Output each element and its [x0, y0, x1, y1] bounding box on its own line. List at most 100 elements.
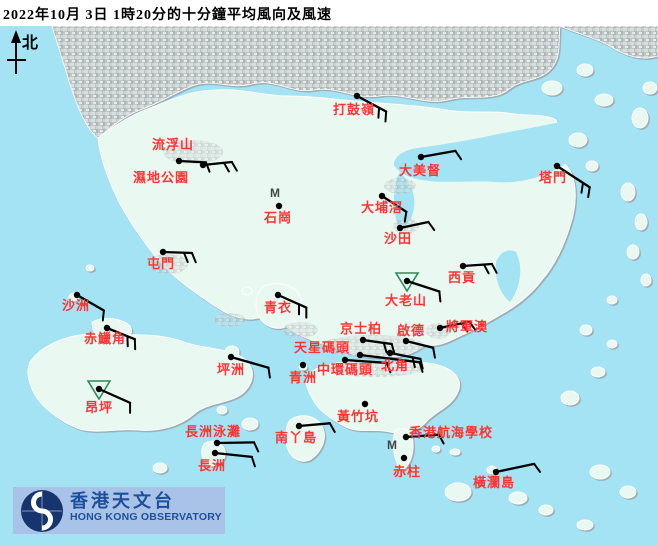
station-dot: [353, 92, 361, 100]
station-cheung-chau-beach: 長洲泳灘: [185, 424, 260, 453]
station-central-pier: 中環碼頭: [317, 356, 392, 377]
wind-barb-feather: [190, 252, 197, 264]
wind-barb-feather: [377, 106, 381, 119]
china-coast-landmass: [51, 25, 658, 139]
station-label: 天星碼頭: [294, 340, 350, 355]
wind-barb-feather: [460, 322, 469, 333]
wind-barb-feather: [382, 341, 388, 354]
station-shek-kong: M 石崗: [263, 186, 291, 225]
wind-barb-feather: [468, 320, 477, 331]
station-label: 啟德: [397, 323, 425, 338]
wind-barb-feather: [533, 462, 542, 473]
station-lamma-island: 南丫島: [275, 422, 336, 445]
wind-barb-feather: [182, 251, 189, 263]
station-dot: [396, 224, 404, 232]
station-dot: [359, 336, 367, 344]
station-label: 大美督: [399, 163, 441, 178]
station-green-island: 青洲: [289, 361, 316, 385]
wind-barb-staff: [404, 339, 435, 349]
wind-barb-staff: [105, 326, 136, 341]
station-label: 昂坪: [85, 400, 113, 415]
station-dot: [295, 422, 303, 430]
station-label: 大老山: [385, 293, 427, 308]
maintenance-marker: M: [387, 438, 397, 452]
station-tuen-mun: 屯門: [147, 248, 197, 271]
wind-barb-staff: [405, 279, 441, 293]
wind-barb-feather: [101, 309, 105, 322]
station-dot: [199, 161, 207, 169]
footer-chinese-name: 香港天文台: [70, 491, 175, 511]
station-label: 長洲: [198, 458, 226, 473]
station-label: 濕地公園: [133, 170, 189, 185]
station-sha-tin: 沙田: [384, 220, 436, 246]
station-dot: [211, 449, 219, 457]
station-kings-park: 京士柏: [340, 321, 396, 355]
wind-barb-feather: [427, 220, 436, 232]
station-dot: [492, 468, 500, 476]
station-dot: [436, 324, 444, 332]
wind-barb-staff: [177, 159, 208, 164]
wind-barb-staff: [419, 149, 457, 159]
station-sai-kung: 西貢: [448, 262, 498, 285]
hko-logo-banner: 香港天文台 HONG KONG OBSERVATORY: [13, 487, 225, 534]
station-label: 打鼓嶺: [333, 102, 375, 117]
wind-barb-feather: [418, 361, 424, 373]
triangle-marker: [86, 380, 112, 401]
station-label: 中環碼頭: [317, 362, 373, 377]
station-dot: [274, 291, 282, 299]
wind-barb-feather: [230, 160, 238, 172]
wind-barb-feather: [587, 186, 591, 199]
station-dot: [402, 337, 410, 345]
wind-barb-feather: [222, 161, 230, 173]
station-label: 大埔滘: [361, 200, 403, 215]
station-dot: [103, 324, 111, 332]
station-label: 黃竹坑: [336, 409, 379, 424]
station-dot: [95, 385, 103, 393]
station-dot: [386, 349, 394, 357]
station-wong-chuk-hang: 黃竹坑: [336, 400, 379, 424]
station-label: 赤鱲角: [84, 331, 126, 346]
wind-barb-feather: [403, 210, 408, 223]
wind-barb-feather: [437, 433, 445, 445]
station-label: 京士柏: [340, 321, 382, 336]
wind-barb-feather: [432, 346, 436, 359]
station-dot: [403, 277, 411, 285]
station-dot: [227, 353, 235, 361]
station-dot: [361, 400, 369, 408]
station-label: 青衣: [264, 300, 292, 315]
station-dot: [553, 162, 561, 170]
wind-barb-staff: [404, 433, 441, 439]
station-tsing-yi: 青衣: [264, 291, 308, 319]
wind-barb-staff: [161, 250, 194, 255]
wind-barb-staff: [343, 358, 389, 365]
station-wetland-park: 濕地公園: [133, 160, 238, 185]
station-label: 沙田: [384, 231, 412, 246]
station-waglan-island: 橫瀾島: [473, 462, 542, 490]
station-chek-lap-kok: 赤鱲角: [84, 324, 137, 351]
station-stanley: M 赤柱: [387, 438, 420, 479]
station-tai-mei-tuk: 大美督: [399, 149, 463, 178]
hko-logo-icon: [20, 489, 64, 533]
wind-barb-staff: [215, 441, 256, 445]
station-dot: [213, 439, 221, 447]
station-hk-sea-school: 香港航海學校: [402, 425, 492, 445]
station-dot: [73, 291, 81, 299]
north-arrow: [7, 30, 26, 74]
footer-english-name: HONG KONG OBSERVATORY: [70, 511, 222, 523]
wind-barb-feather: [454, 149, 463, 161]
title-bar: 2022年10月 3日 1時20分的十分鐘平均風向及風速: [0, 0, 658, 26]
wind-barb-feather: [384, 110, 388, 123]
wind-barb-staff: [388, 351, 422, 361]
station-kai-tak: 啟德: [397, 323, 436, 359]
wind-barb-staff: [361, 338, 393, 346]
station-label: 將軍澳: [446, 319, 488, 334]
wind-barb-feather: [252, 441, 260, 453]
wind-barb-staff: [355, 94, 388, 113]
station-label: 屯門: [147, 256, 175, 271]
station-star-ferry-pier: 天星碼頭: [294, 340, 424, 373]
lamma-landmass: [285, 415, 325, 462]
wind-barb-staff: [276, 293, 308, 309]
